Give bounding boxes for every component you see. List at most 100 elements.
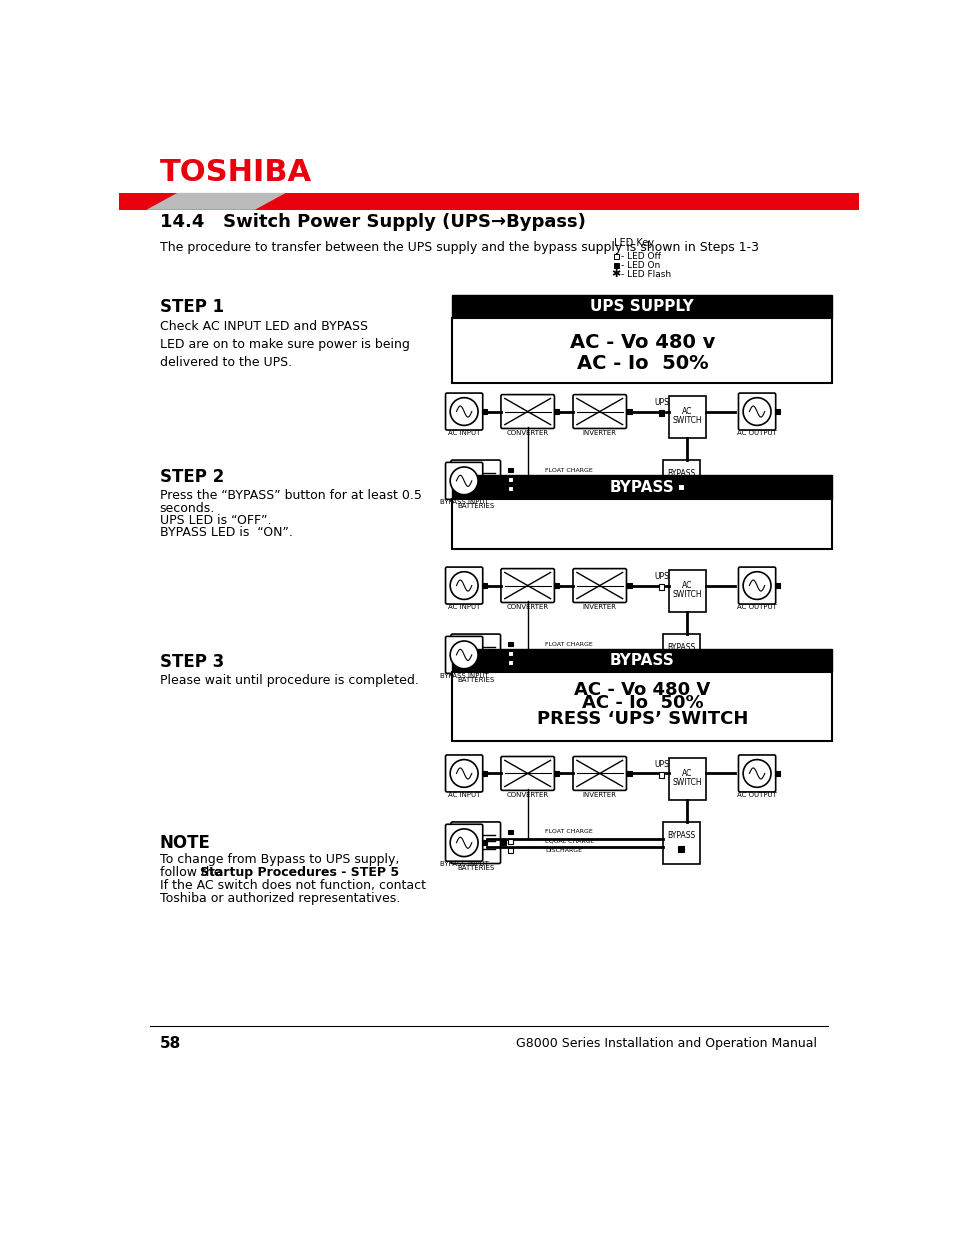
Text: UPS LED is “OFF”.: UPS LED is “OFF”. bbox=[159, 514, 271, 527]
Circle shape bbox=[742, 572, 770, 599]
Bar bbox=[554, 583, 558, 588]
Text: - LED Flash: - LED Flash bbox=[620, 270, 671, 279]
Circle shape bbox=[742, 760, 770, 787]
Bar bbox=[554, 409, 558, 414]
Text: BYPASS: BYPASS bbox=[666, 831, 695, 840]
Bar bbox=[625, 583, 631, 588]
Bar bbox=[452, 475, 831, 499]
Bar bbox=[613, 263, 618, 268]
Bar bbox=[499, 478, 505, 484]
Text: If the AC switch does not function, contact: If the AC switch does not function, cont… bbox=[159, 879, 425, 892]
Bar bbox=[661, 634, 699, 676]
Bar bbox=[678, 658, 683, 663]
Bar bbox=[613, 253, 618, 259]
Text: AC INPUT: AC INPUT bbox=[448, 792, 479, 798]
Bar bbox=[452, 672, 831, 741]
Text: UPS: UPS bbox=[654, 398, 668, 406]
Text: BYPASS INPUT: BYPASS INPUT bbox=[439, 673, 488, 679]
Circle shape bbox=[450, 829, 477, 857]
Text: EQUAL CHARGE: EQUAL CHARGE bbox=[545, 839, 595, 844]
Bar bbox=[678, 484, 683, 490]
Bar bbox=[661, 821, 699, 864]
Text: LED Key: LED Key bbox=[613, 238, 653, 248]
Text: AC INPUT: AC INPUT bbox=[448, 430, 479, 436]
Text: CONVERTER: CONVERTER bbox=[506, 604, 548, 610]
Circle shape bbox=[450, 467, 477, 495]
Text: Check AC INPUT LED and BYPASS
LED are on to make sure power is being
delivered t: Check AC INPUT LED and BYPASS LED are on… bbox=[159, 320, 409, 369]
Bar bbox=[508, 642, 513, 646]
Text: ✱: ✱ bbox=[611, 269, 620, 279]
Text: BYPASS: BYPASS bbox=[609, 653, 674, 668]
Text: SWITCH: SWITCH bbox=[672, 590, 701, 599]
Bar bbox=[625, 409, 631, 414]
Text: STEP 3: STEP 3 bbox=[159, 652, 224, 671]
Bar bbox=[659, 410, 664, 416]
Text: BYPASS LED is  “ON”.: BYPASS LED is “ON”. bbox=[159, 526, 293, 540]
Bar bbox=[499, 840, 505, 846]
Text: AC INPUT: AC INPUT bbox=[448, 604, 479, 610]
Text: The procedure to transfer between the UPS supply and the bypass supply is shown : The procedure to transfer between the UP… bbox=[159, 241, 758, 253]
Text: - LED Off: - LED Off bbox=[620, 252, 660, 261]
Bar bbox=[678, 846, 683, 852]
Bar bbox=[625, 771, 631, 776]
Text: BATTERIES: BATTERIES bbox=[456, 503, 494, 509]
Text: BYPASS: BYPASS bbox=[666, 468, 695, 478]
Text: DISCHARGE: DISCHARGE bbox=[545, 848, 582, 853]
Text: Startup Procedures - STEP 5: Startup Procedures - STEP 5 bbox=[199, 866, 398, 879]
Polygon shape bbox=[146, 193, 286, 210]
Text: Toshiba or authorized representatives.: Toshiba or authorized representatives. bbox=[159, 892, 399, 905]
Bar bbox=[452, 648, 831, 672]
Bar bbox=[508, 477, 513, 482]
Text: AC - Vo 480 V: AC - Vo 480 V bbox=[574, 680, 710, 699]
Text: DISCHARGE: DISCHARGE bbox=[545, 487, 582, 492]
Bar bbox=[481, 771, 486, 776]
FancyBboxPatch shape bbox=[445, 824, 482, 861]
FancyBboxPatch shape bbox=[573, 568, 626, 603]
Text: FLOAT CHARGE: FLOAT CHARGE bbox=[545, 641, 593, 647]
FancyBboxPatch shape bbox=[573, 757, 626, 790]
FancyBboxPatch shape bbox=[738, 755, 775, 792]
FancyBboxPatch shape bbox=[500, 395, 554, 429]
Text: INVERTER: INVERTER bbox=[582, 792, 616, 798]
Bar bbox=[668, 395, 705, 438]
Text: To change from Bypass to UPS supply,: To change from Bypass to UPS supply, bbox=[159, 852, 398, 866]
Bar bbox=[659, 584, 664, 590]
Text: BYPASS: BYPASS bbox=[609, 479, 674, 494]
Bar bbox=[554, 771, 558, 776]
Bar bbox=[508, 651, 513, 656]
Text: INVERTER: INVERTER bbox=[582, 430, 616, 436]
Text: 14.4   Switch Power Supply (UPS→Bypass): 14.4 Switch Power Supply (UPS→Bypass) bbox=[159, 212, 585, 231]
Text: AC: AC bbox=[681, 580, 692, 590]
Text: BATTERIES: BATTERIES bbox=[456, 866, 494, 871]
FancyBboxPatch shape bbox=[445, 755, 482, 792]
Text: EQUAL CHARGE: EQUAL CHARGE bbox=[545, 477, 595, 482]
Bar bbox=[508, 839, 513, 844]
Circle shape bbox=[450, 398, 477, 425]
Text: - LED On: - LED On bbox=[620, 261, 660, 269]
Bar bbox=[661, 459, 699, 501]
Text: Press the “BYPASS” button for at least 0.5: Press the “BYPASS” button for at least 0… bbox=[159, 489, 421, 503]
Text: seconds.: seconds. bbox=[159, 501, 214, 515]
FancyBboxPatch shape bbox=[738, 567, 775, 604]
Bar bbox=[499, 652, 505, 657]
Bar bbox=[452, 499, 831, 548]
Bar bbox=[508, 830, 513, 835]
Text: UPS: UPS bbox=[654, 760, 668, 768]
Text: UPS: UPS bbox=[654, 572, 668, 580]
Bar bbox=[668, 569, 705, 613]
FancyBboxPatch shape bbox=[451, 634, 500, 676]
Bar bbox=[659, 772, 664, 778]
Text: BYPASS INPUT: BYPASS INPUT bbox=[439, 499, 488, 505]
Bar bbox=[508, 848, 513, 852]
Text: UPS SUPPLY: UPS SUPPLY bbox=[590, 299, 694, 314]
FancyBboxPatch shape bbox=[451, 461, 500, 501]
Circle shape bbox=[450, 572, 477, 599]
Text: AC - Io  50%: AC - Io 50% bbox=[581, 694, 702, 713]
Bar bbox=[119, 193, 858, 210]
Text: SWITCH: SWITCH bbox=[672, 778, 701, 787]
FancyBboxPatch shape bbox=[451, 823, 500, 863]
Circle shape bbox=[742, 398, 770, 425]
Text: CONVERTER: CONVERTER bbox=[506, 430, 548, 436]
Bar bbox=[508, 487, 513, 490]
Text: PRESS ‘UPS’ SWITCH: PRESS ‘UPS’ SWITCH bbox=[537, 710, 747, 727]
